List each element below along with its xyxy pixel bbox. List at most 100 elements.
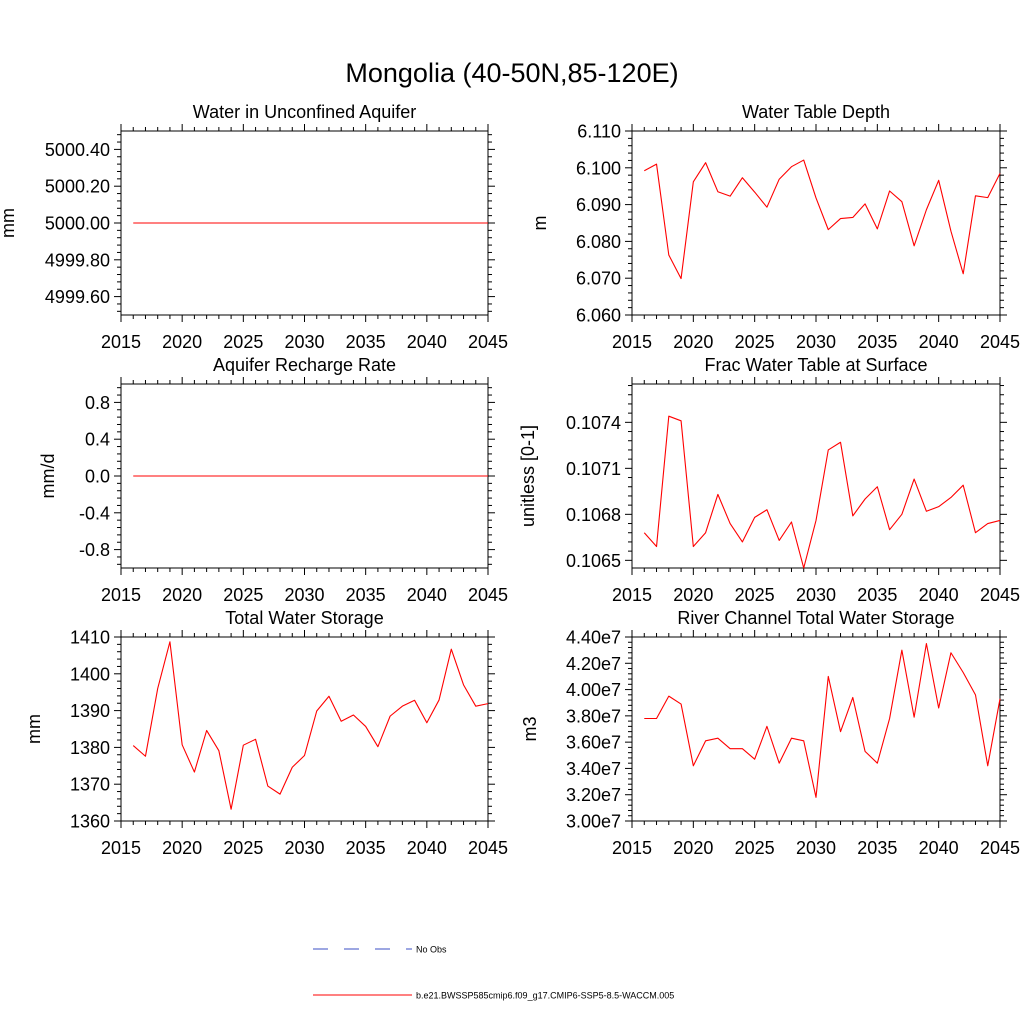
y-axis-label: mm/d bbox=[38, 454, 58, 499]
x-tick-label: 2040 bbox=[919, 585, 959, 605]
y-tick-label: 6.090 bbox=[576, 195, 621, 215]
x-tick-label: 2015 bbox=[612, 585, 652, 605]
x-tick-label: 2015 bbox=[101, 585, 141, 605]
x-tick-label: 2030 bbox=[284, 838, 324, 858]
x-tick-label: 2030 bbox=[796, 332, 836, 352]
plot-frame bbox=[631, 383, 1001, 569]
y-axis-label: mm bbox=[0, 208, 18, 238]
series-line bbox=[132, 641, 489, 810]
x-tick-label: 2035 bbox=[346, 838, 386, 858]
x-tick-label: 2015 bbox=[101, 332, 141, 352]
x-tick-label: 2025 bbox=[223, 838, 263, 858]
figure-title: Mongolia (40-50N,85-120E) bbox=[345, 58, 678, 88]
y-axis-label: unitless [0-1] bbox=[518, 425, 538, 527]
y-tick-label: 0.1071 bbox=[566, 459, 621, 479]
x-tick-label: 2045 bbox=[468, 838, 508, 858]
chart-panels: 2015 2020 2025 2030 2035 2040 2045 4999.60 4999.… bbox=[0, 102, 1020, 858]
panel-title: Water in Unconfined Aquifer bbox=[193, 102, 416, 122]
y-tick-label: 4.40e7 bbox=[566, 628, 621, 648]
y-tick-label: 1370 bbox=[70, 775, 110, 795]
x-tick-label: 2025 bbox=[735, 838, 775, 858]
legend-obs-label: No Obs bbox=[416, 945, 447, 955]
x-tick-label: 2040 bbox=[919, 838, 959, 858]
chart-panel-water-table-depth: 2015 2020 2025 2030 2035 2040 2045 6.060 6.070 6.… bbox=[530, 102, 1020, 352]
y-axis-label: m bbox=[530, 216, 550, 231]
y-tick-label: 3.00e7 bbox=[566, 812, 621, 832]
y-tick-label: 3.40e7 bbox=[566, 759, 621, 779]
x-tick-label: 2025 bbox=[223, 332, 263, 352]
x-tick-label: 2030 bbox=[284, 585, 324, 605]
plot-frame bbox=[120, 636, 489, 822]
chart-panel-recharge-rate: 2015 2020 2025 2030 2035 2040 2045 -0.8 -0.4 0.0 0… bbox=[38, 355, 508, 605]
chart-panel-river-channel-storage: 2015 2020 2025 2030 2035 2040 2045 3.00e7 3.20e7… bbox=[520, 608, 1020, 858]
y-tick-label: 4999.80 bbox=[45, 250, 110, 270]
y-tick-label: 5000.40 bbox=[45, 140, 110, 160]
x-tick-label: 2030 bbox=[796, 585, 836, 605]
y-tick-label: 0.1074 bbox=[566, 413, 621, 433]
x-tick-label: 2020 bbox=[162, 838, 202, 858]
y-tick-label: 6.060 bbox=[576, 306, 621, 326]
y-tick-label: 3.20e7 bbox=[566, 785, 621, 805]
x-tick-label: 2040 bbox=[407, 585, 447, 605]
series-line bbox=[644, 643, 1001, 798]
y-tick-label: 6.080 bbox=[576, 232, 621, 252]
x-tick-label: 2035 bbox=[857, 332, 897, 352]
panel-title: Frac Water Table at Surface bbox=[704, 355, 927, 375]
y-tick-label: 6.070 bbox=[576, 269, 621, 289]
plot-frame bbox=[631, 130, 1001, 316]
x-tick-label: 2040 bbox=[919, 332, 959, 352]
x-tick-label: 2015 bbox=[612, 332, 652, 352]
x-tick-label: 2035 bbox=[857, 838, 897, 858]
y-tick-label: 0.8 bbox=[85, 393, 110, 413]
x-tick-label: 2020 bbox=[162, 332, 202, 352]
x-tick-label: 2020 bbox=[673, 332, 713, 352]
y-tick-label: 1360 bbox=[70, 812, 110, 832]
y-tick-label: 6.110 bbox=[577, 122, 621, 142]
x-tick-label: 2030 bbox=[796, 838, 836, 858]
y-tick-label: 1380 bbox=[70, 738, 110, 758]
x-tick-label: 2040 bbox=[407, 332, 447, 352]
x-tick-label: 2030 bbox=[284, 332, 324, 352]
x-tick-label: 2045 bbox=[980, 332, 1020, 352]
x-tick-label: 2015 bbox=[612, 838, 652, 858]
x-tick-label: 2025 bbox=[735, 585, 775, 605]
y-tick-label: 0.0 bbox=[85, 467, 110, 487]
x-tick-label: 2020 bbox=[162, 585, 202, 605]
x-tick-label: 2045 bbox=[980, 838, 1020, 858]
x-tick-label: 2035 bbox=[346, 332, 386, 352]
legend-model-label: b.e21.BWSSP585cmip6.f09_g17.CMIP6-SSP5-8… bbox=[416, 991, 674, 1001]
y-tick-label: 3.80e7 bbox=[566, 706, 621, 726]
chart-panel-frac-water-table: 2015 2020 2025 2030 2035 2040 2045 0.1065 0.1068… bbox=[518, 355, 1020, 605]
y-tick-label: 4.00e7 bbox=[566, 680, 621, 700]
y-tick-label: -0.4 bbox=[79, 503, 110, 523]
panel-title: Total Water Storage bbox=[225, 608, 383, 628]
legend: No Obs b.e21.BWSSP585cmip6.f09_g17.CMIP6… bbox=[313, 945, 674, 1001]
chart-panel-total-water-storage: 2015 2020 2025 2030 2035 2040 2045 1360 1370 1380… bbox=[24, 608, 508, 858]
x-tick-label: 2035 bbox=[857, 585, 897, 605]
x-tick-label: 2035 bbox=[346, 585, 386, 605]
x-tick-label: 2025 bbox=[223, 585, 263, 605]
x-tick-label: 2020 bbox=[673, 585, 713, 605]
y-tick-label: 0.1065 bbox=[566, 551, 621, 571]
y-tick-label: 5000.00 bbox=[45, 214, 110, 234]
y-tick-label: 1400 bbox=[70, 664, 110, 684]
y-axis-label: mm bbox=[24, 714, 44, 744]
y-tick-label: 0.1068 bbox=[566, 505, 621, 525]
y-tick-label: -0.8 bbox=[79, 540, 110, 560]
y-tick-label: 1390 bbox=[70, 701, 110, 721]
panel-title: Aquifer Recharge Rate bbox=[213, 355, 396, 375]
panel-title: Water Table Depth bbox=[742, 102, 890, 122]
series-line bbox=[643, 415, 1001, 569]
series-line bbox=[644, 159, 1001, 280]
y-tick-label: 0.4 bbox=[85, 430, 110, 450]
y-tick-label: 6.100 bbox=[576, 158, 621, 178]
x-tick-label: 2045 bbox=[468, 585, 508, 605]
x-tick-label: 2045 bbox=[980, 585, 1020, 605]
y-axis-label: m3 bbox=[520, 716, 540, 741]
y-tick-label: 1410 bbox=[70, 628, 110, 648]
x-tick-label: 2040 bbox=[407, 838, 447, 858]
x-tick-label: 2025 bbox=[735, 332, 775, 352]
y-tick-label: 4999.60 bbox=[45, 287, 110, 307]
y-tick-label: 3.60e7 bbox=[566, 733, 621, 753]
